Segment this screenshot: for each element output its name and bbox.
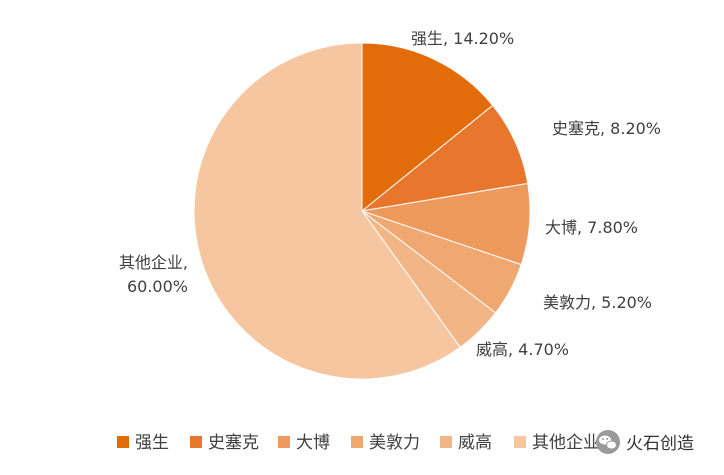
legend-label-4: 美敦力: [369, 433, 420, 453]
legend-label-3: 大博: [296, 433, 330, 453]
data-label-3: 大博, 7.80%: [545, 218, 638, 237]
data-label-6: 其他企业, 60.00%: [119, 253, 188, 296]
data-label-4: 美敦力, 5.20%: [543, 293, 652, 312]
data-label-2: 史塞克, 8.20%: [552, 119, 661, 138]
pie-slice-2: [360, 104, 529, 212]
legend-swatch-1: [117, 436, 129, 448]
legend-label-5: 威高: [458, 433, 492, 453]
legend-item-2: 史塞克: [190, 433, 259, 453]
legend-swatch-3: [278, 436, 290, 448]
pie-slice-1: [361, 42, 494, 213]
watermark-text: 火石创造: [626, 434, 694, 454]
data-label-5: 威高, 4.70%: [476, 340, 569, 359]
pie-slice-6: [193, 42, 461, 380]
data-label-1: 强生, 14.20%: [411, 29, 514, 48]
legend-swatch-2: [190, 436, 202, 448]
legend-label-6: 其他企业: [532, 433, 600, 453]
legend-item-5: 威高: [440, 433, 492, 453]
wechat-icon: [596, 430, 620, 454]
legend-item-1: 强生: [117, 433, 169, 453]
data-labels: 强生, 14.20% 史塞克, 8.20% 大博, 7.80% 美敦力, 5.20% 威…: [119, 29, 661, 359]
legend-item-4: 美敦力: [351, 433, 420, 453]
legend-swatch-5: [440, 436, 452, 448]
legend-label-1: 强生: [135, 433, 169, 453]
legend: 强生 史塞克 大博 美敦力 威高 其他企业: [117, 433, 600, 453]
pie-slices: [193, 42, 531, 380]
legend-item-6: 其他企业: [514, 433, 600, 453]
legend-label-2: 史塞克: [208, 433, 259, 453]
legend-item-3: 大博: [278, 433, 330, 453]
watermark: 火石创造: [596, 430, 694, 454]
legend-swatch-4: [351, 436, 363, 448]
legend-swatch-6: [514, 436, 526, 448]
